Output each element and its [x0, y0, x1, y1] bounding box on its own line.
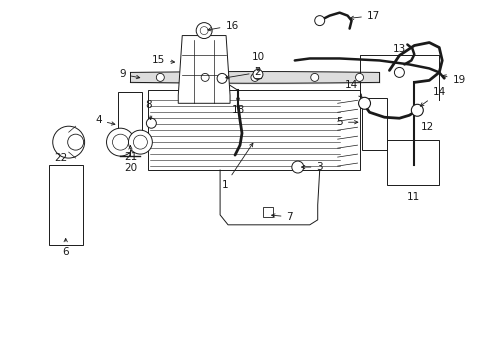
Text: 17: 17 [349, 11, 379, 21]
Bar [118, 92, 142, 150]
Bar [49, 165, 82, 245]
Circle shape [394, 67, 404, 77]
Circle shape [53, 126, 84, 158]
Circle shape [250, 73, 259, 81]
Circle shape [128, 130, 152, 154]
Text: 13: 13 [392, 44, 405, 54]
Text: 1: 1 [222, 143, 252, 190]
Circle shape [314, 15, 324, 26]
Circle shape [112, 134, 128, 150]
Bar [386, 140, 438, 185]
Text: 16: 16 [207, 21, 238, 31]
Text: 14: 14 [420, 87, 445, 106]
Bar [148, 90, 359, 170]
Text: 6: 6 [62, 238, 69, 257]
Text: 8: 8 [145, 100, 152, 120]
Text: 22: 22 [54, 153, 67, 163]
Circle shape [310, 73, 318, 81]
Text: 10: 10 [251, 53, 264, 71]
Bar [361, 98, 386, 150]
Circle shape [156, 73, 164, 81]
Circle shape [217, 73, 226, 84]
Circle shape [67, 134, 83, 150]
Circle shape [355, 73, 363, 81]
Text: 5: 5 [336, 117, 357, 127]
Text: 15: 15 [151, 55, 174, 66]
Text: 14: 14 [344, 80, 362, 98]
Text: 2: 2 [225, 67, 261, 79]
Text: 12: 12 [420, 122, 433, 132]
Text: 19: 19 [442, 75, 465, 85]
Circle shape [291, 161, 303, 173]
Text: 21: 21 [123, 146, 137, 162]
Circle shape [196, 23, 212, 39]
Text: 18: 18 [231, 96, 244, 115]
Circle shape [133, 135, 147, 149]
Text: 7: 7 [271, 212, 292, 222]
Circle shape [358, 97, 370, 109]
Circle shape [200, 27, 208, 35]
Bar [263, 207, 272, 217]
Polygon shape [178, 36, 229, 103]
Text: 3: 3 [301, 162, 323, 172]
Circle shape [252, 69, 263, 80]
Circle shape [201, 73, 209, 81]
Text: 11: 11 [406, 192, 419, 202]
Circle shape [146, 118, 156, 128]
Text: 9: 9 [119, 69, 140, 80]
Text: 4: 4 [95, 115, 115, 125]
Circle shape [410, 104, 423, 116]
Circle shape [106, 128, 134, 156]
Text: 20: 20 [123, 163, 137, 173]
